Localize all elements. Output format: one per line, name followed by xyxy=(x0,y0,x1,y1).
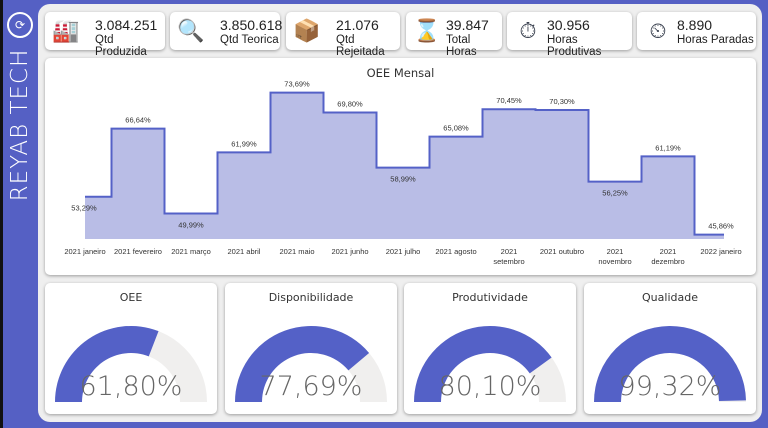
chart-svg: 53,29% 2021 janeiro 66,64% 2021 fevereiro 49… xyxy=(64,80,741,266)
gauge-fill xyxy=(594,325,746,402)
data-label: 69,80% xyxy=(337,100,363,109)
kpi-card: ⏲ 8.890 Horas Paradas xyxy=(637,12,756,50)
x-tick-label: 2021 janeiro xyxy=(64,247,105,256)
data-label: 61,19% xyxy=(655,143,681,152)
gauge xyxy=(235,326,387,402)
kpi-value: 30.956 xyxy=(547,17,590,33)
gauge-title: OEE xyxy=(119,291,143,304)
gauge xyxy=(55,325,207,402)
kpi-label: Horas Paradas xyxy=(677,34,754,46)
data-label: 56,25% xyxy=(602,189,628,198)
kpi-label: Total Horas xyxy=(446,34,477,58)
gauge-value: 61,80% xyxy=(79,371,183,402)
kpi-label: Horas Produtivas xyxy=(547,34,602,58)
data-label: 49,99% xyxy=(178,221,204,230)
gauge-fill xyxy=(414,326,552,402)
gauge-card: OEE 61,80% xyxy=(45,283,217,414)
kpi-value: 8.890 xyxy=(677,17,713,33)
kpi-value: 39.847 xyxy=(446,17,489,33)
kpi-label: Qtd Produzida xyxy=(95,34,147,58)
kpi-card: 📦 21.076 Qtd Rejeitada xyxy=(286,12,400,58)
data-label: 65,08% xyxy=(443,124,469,133)
x-tick-label: 2021 agosto xyxy=(435,247,476,256)
gauge xyxy=(414,326,566,402)
oee-monthly-chart: OEE Mensal 53,29% 2021 janeiro 66,64% 2021 … xyxy=(45,58,756,275)
x-tick-label: 2021 maio xyxy=(279,247,314,256)
gauge-title: Qualidade xyxy=(642,291,698,304)
robot-arm-icon: 🏭 xyxy=(52,18,80,43)
x-tick-label: 2021 setembro xyxy=(493,247,524,266)
gauge-title: Disponibilidade xyxy=(268,291,354,304)
kpi-label: Qtd Teorica xyxy=(220,34,279,46)
x-tick-label: 2021 abril xyxy=(228,247,261,256)
gauge-card: Produtividade 80,10% xyxy=(404,283,576,414)
x-tick-label: 2021 março xyxy=(171,247,211,256)
data-label: 45,86% xyxy=(708,222,734,231)
data-label: 53,29% xyxy=(71,204,97,213)
oee-area xyxy=(85,92,724,239)
gauge-card: Qualidade 99,32% xyxy=(584,283,756,414)
gauge-value: 77,69% xyxy=(259,371,363,402)
x-tick-label: 2021 dezembro xyxy=(651,247,684,266)
data-label: 70,45% xyxy=(496,96,522,105)
analysis-magnifier-icon: 🔍 xyxy=(177,18,205,43)
x-tick-label: 2021 outubro xyxy=(540,247,584,256)
gauge-value: 80,10% xyxy=(438,371,542,402)
gauge-fill xyxy=(235,326,370,402)
data-label: 66,64% xyxy=(125,116,151,125)
kpi-value: 3.084.251 xyxy=(95,17,158,33)
x-tick-label: 2021 julho xyxy=(386,247,421,256)
logo-icon: ⟳ xyxy=(7,12,33,38)
x-tick-label: 2021 novembro xyxy=(598,247,631,266)
x-tick-label: 2022 janeiro xyxy=(700,247,741,256)
kpi-value: 21.076 xyxy=(336,17,379,33)
gauge xyxy=(594,325,746,402)
box-icon: 📦 xyxy=(293,18,321,43)
gauge-value: 99,32% xyxy=(618,371,722,402)
data-label: 58,99% xyxy=(390,175,416,184)
data-label: 73,69% xyxy=(284,80,310,89)
kpi-card: 🔍 3.850.618 Qtd Teorica xyxy=(170,12,283,50)
window-edge xyxy=(0,0,3,428)
stopwatch-icon: ⏱ xyxy=(519,18,537,43)
chart-title: OEE Mensal xyxy=(366,66,435,80)
gauge-title: Produtividade xyxy=(452,291,528,304)
gauge-fill xyxy=(55,325,159,402)
kpi-label: Qtd Rejeitada xyxy=(336,34,385,58)
gauge-card: Disponibilidade 77,69% xyxy=(225,283,397,414)
hourglass-icon: ⌛ xyxy=(413,18,441,43)
kpi-value: 3.850.618 xyxy=(220,17,283,33)
x-tick-label: 2021 fevereiro xyxy=(114,247,162,256)
data-label: 70,30% xyxy=(549,97,575,106)
oee-line xyxy=(85,91,724,236)
kpi-card: ⏱ 30.956 Horas Produtivas xyxy=(507,12,632,58)
kpi-card: ⌛ 39.847 Total Horas xyxy=(406,12,502,58)
clock-sleep-icon: ⏲ xyxy=(649,18,667,43)
data-label: 61,99% xyxy=(231,139,257,148)
brand-title: REYAB TECH xyxy=(7,48,33,202)
x-tick-label: 2021 junho xyxy=(331,247,368,256)
kpi-card: 🏭 3.084.251 Qtd Produzida xyxy=(45,12,165,58)
